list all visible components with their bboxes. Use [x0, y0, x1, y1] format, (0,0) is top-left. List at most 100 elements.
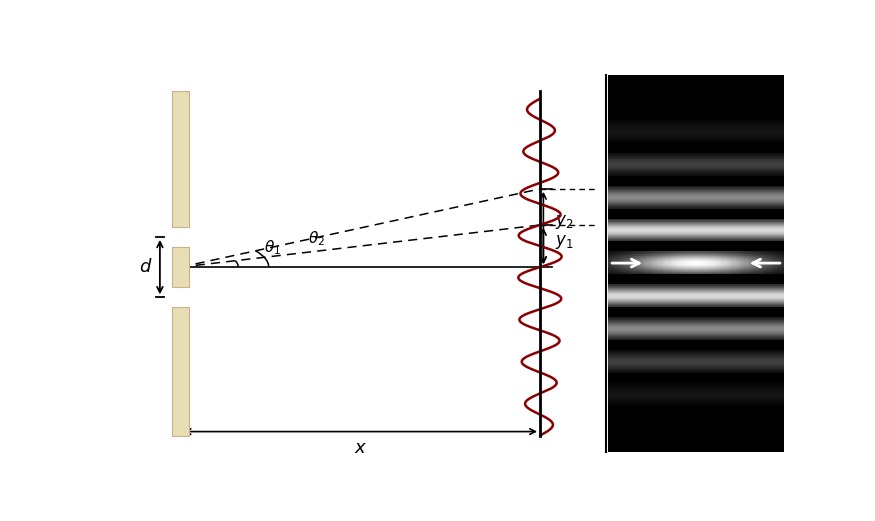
- Bar: [709, 263, 711, 264]
- Bar: [778, 269, 780, 270]
- Bar: [746, 265, 749, 266]
- Bar: [778, 260, 780, 261]
- Bar: [768, 273, 771, 274]
- Bar: [608, 161, 784, 162]
- Bar: [634, 264, 636, 265]
- Bar: [694, 256, 696, 257]
- Bar: [768, 259, 771, 260]
- Bar: [654, 272, 656, 273]
- Bar: [649, 252, 652, 253]
- Bar: [621, 262, 623, 263]
- Bar: [608, 365, 784, 366]
- Bar: [774, 264, 775, 265]
- Bar: [608, 272, 610, 273]
- Bar: [733, 263, 736, 264]
- Bar: [659, 257, 661, 258]
- Bar: [700, 260, 703, 261]
- Bar: [732, 260, 733, 261]
- Bar: [760, 256, 762, 257]
- Bar: [700, 257, 703, 258]
- Bar: [704, 266, 707, 267]
- Bar: [778, 264, 780, 265]
- Bar: [690, 256, 691, 257]
- Bar: [724, 254, 727, 255]
- Bar: [740, 257, 742, 258]
- Bar: [617, 266, 619, 267]
- Bar: [669, 266, 672, 267]
- Bar: [678, 273, 681, 274]
- Bar: [732, 266, 733, 267]
- Bar: [623, 267, 626, 268]
- Bar: [700, 269, 703, 270]
- Bar: [711, 259, 714, 260]
- Bar: [652, 256, 654, 257]
- Bar: [608, 254, 784, 255]
- Bar: [751, 270, 753, 271]
- Bar: [720, 264, 723, 265]
- Bar: [626, 259, 627, 260]
- Bar: [608, 160, 784, 161]
- Bar: [690, 267, 691, 268]
- Bar: [630, 256, 632, 257]
- Bar: [681, 273, 682, 274]
- Bar: [672, 254, 674, 255]
- Bar: [738, 266, 740, 267]
- Bar: [729, 273, 732, 274]
- Bar: [768, 261, 771, 262]
- Bar: [608, 136, 784, 137]
- Bar: [685, 257, 687, 258]
- Bar: [621, 265, 623, 266]
- Bar: [687, 268, 690, 269]
- Bar: [608, 194, 784, 195]
- Bar: [681, 260, 682, 261]
- Bar: [608, 264, 784, 265]
- Bar: [608, 140, 784, 141]
- Bar: [736, 264, 738, 265]
- Bar: [632, 253, 634, 254]
- Bar: [610, 259, 612, 260]
- Bar: [172, 91, 189, 227]
- Bar: [610, 267, 612, 268]
- Bar: [704, 274, 707, 275]
- Bar: [727, 263, 729, 264]
- Bar: [782, 253, 784, 254]
- Bar: [619, 267, 621, 268]
- Bar: [608, 259, 784, 260]
- Bar: [727, 252, 729, 253]
- Bar: [698, 262, 700, 263]
- Bar: [687, 252, 690, 253]
- Bar: [608, 75, 784, 452]
- Bar: [619, 252, 621, 253]
- Bar: [718, 252, 720, 253]
- Bar: [645, 267, 648, 268]
- Bar: [696, 261, 698, 262]
- Bar: [672, 271, 674, 272]
- Bar: [760, 270, 762, 271]
- Bar: [645, 258, 648, 259]
- Bar: [736, 266, 738, 267]
- Bar: [751, 260, 753, 261]
- Bar: [665, 256, 668, 257]
- Bar: [639, 256, 640, 257]
- Bar: [760, 267, 762, 268]
- Bar: [738, 269, 740, 270]
- Bar: [768, 268, 771, 269]
- Bar: [766, 271, 768, 272]
- Bar: [608, 287, 784, 288]
- Bar: [643, 261, 645, 262]
- Bar: [690, 267, 691, 268]
- Bar: [694, 257, 696, 258]
- Bar: [758, 252, 760, 253]
- Bar: [771, 259, 774, 260]
- Bar: [714, 253, 716, 254]
- Bar: [661, 266, 663, 267]
- Bar: [632, 266, 634, 267]
- Bar: [654, 267, 656, 268]
- Bar: [621, 268, 623, 269]
- Bar: [656, 256, 659, 257]
- Bar: [656, 252, 659, 253]
- Bar: [724, 264, 727, 265]
- Bar: [636, 264, 639, 265]
- Bar: [668, 267, 669, 268]
- Bar: [720, 259, 723, 260]
